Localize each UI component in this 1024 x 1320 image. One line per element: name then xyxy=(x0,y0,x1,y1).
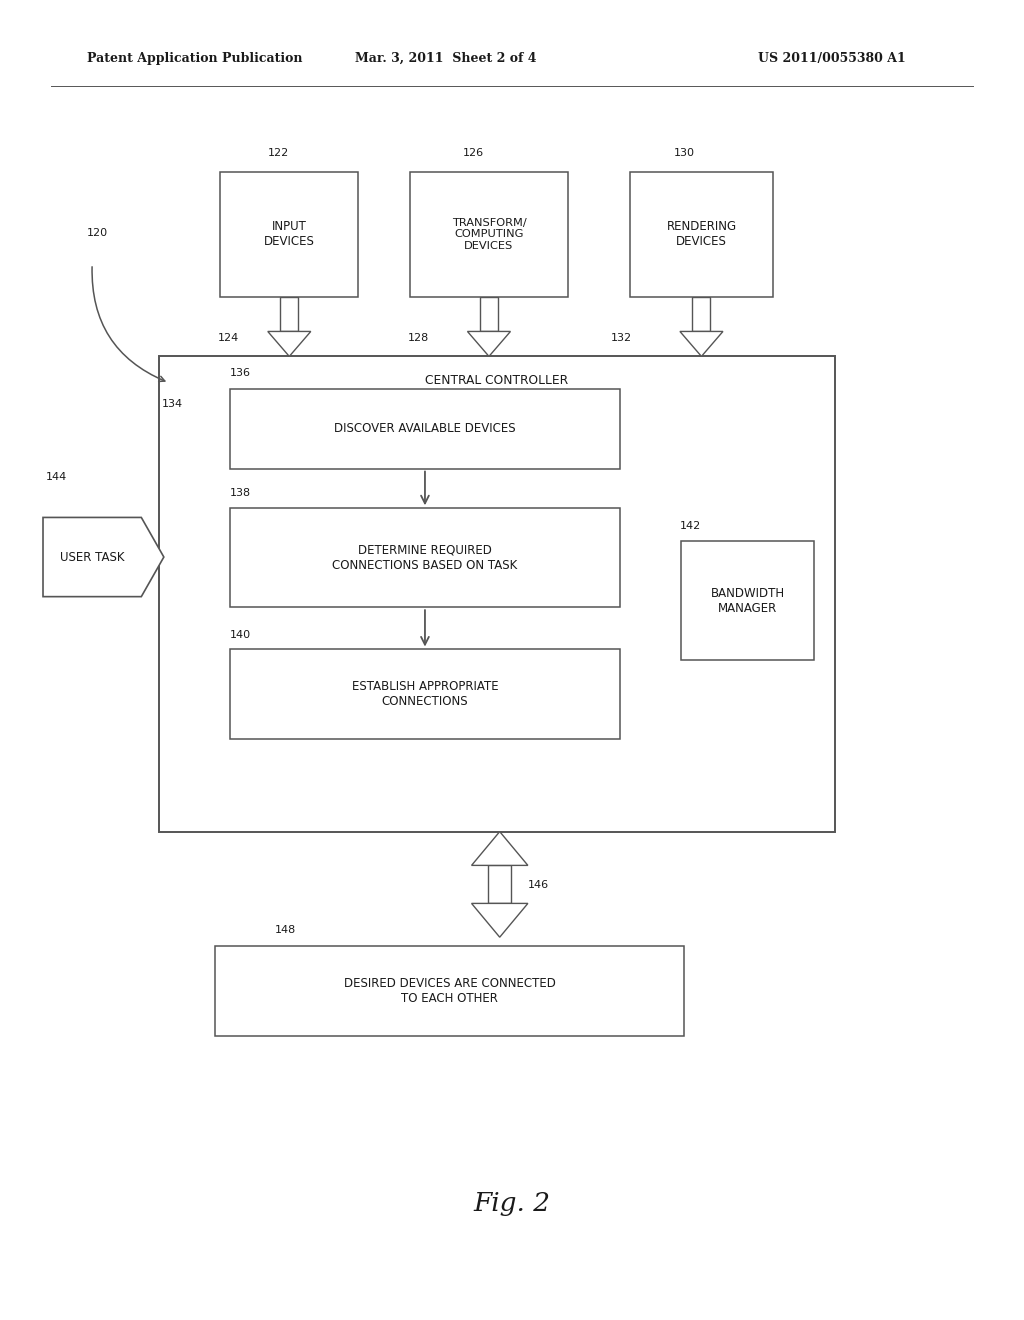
Polygon shape xyxy=(471,832,528,866)
Polygon shape xyxy=(471,903,528,937)
FancyBboxPatch shape xyxy=(410,172,568,297)
Polygon shape xyxy=(680,331,723,356)
Text: 144: 144 xyxy=(46,471,68,482)
Text: 142: 142 xyxy=(680,520,701,531)
FancyBboxPatch shape xyxy=(692,297,711,331)
Text: 138: 138 xyxy=(229,487,251,498)
Text: 128: 128 xyxy=(408,333,429,343)
Text: 126: 126 xyxy=(463,148,483,158)
FancyBboxPatch shape xyxy=(488,866,511,903)
Text: 134: 134 xyxy=(162,399,183,409)
Text: INPUT
DEVICES: INPUT DEVICES xyxy=(264,220,314,248)
Text: 122: 122 xyxy=(268,148,289,158)
FancyBboxPatch shape xyxy=(281,297,298,331)
Text: 132: 132 xyxy=(611,333,633,343)
FancyBboxPatch shape xyxy=(215,946,684,1036)
FancyBboxPatch shape xyxy=(230,649,620,739)
Text: 140: 140 xyxy=(229,630,251,640)
FancyBboxPatch shape xyxy=(159,356,835,832)
FancyBboxPatch shape xyxy=(220,172,358,297)
Text: US 2011/0055380 A1: US 2011/0055380 A1 xyxy=(759,51,906,65)
FancyBboxPatch shape xyxy=(681,541,814,660)
Text: DESIRED DEVICES ARE CONNECTED
TO EACH OTHER: DESIRED DEVICES ARE CONNECTED TO EACH OT… xyxy=(344,977,555,1006)
Text: Patent Application Publication: Patent Application Publication xyxy=(87,51,302,65)
Polygon shape xyxy=(267,331,311,356)
Text: Mar. 3, 2011  Sheet 2 of 4: Mar. 3, 2011 Sheet 2 of 4 xyxy=(354,51,537,65)
Polygon shape xyxy=(467,331,511,356)
Text: RENDERING
DEVICES: RENDERING DEVICES xyxy=(667,220,736,248)
FancyBboxPatch shape xyxy=(480,297,498,331)
Text: BANDWIDTH
MANAGER: BANDWIDTH MANAGER xyxy=(711,586,784,615)
Text: 120: 120 xyxy=(87,227,109,238)
Text: TRANSFORM/
COMPUTING
DEVICES: TRANSFORM/ COMPUTING DEVICES xyxy=(452,218,526,251)
Text: DETERMINE REQUIRED
CONNECTIONS BASED ON TASK: DETERMINE REQUIRED CONNECTIONS BASED ON … xyxy=(333,544,517,572)
Text: Fig. 2: Fig. 2 xyxy=(473,1192,551,1216)
Text: 130: 130 xyxy=(674,148,694,158)
Text: USER TASK: USER TASK xyxy=(60,550,124,564)
Text: 148: 148 xyxy=(274,924,296,935)
Text: ESTABLISH APPROPRIATE
CONNECTIONS: ESTABLISH APPROPRIATE CONNECTIONS xyxy=(351,680,499,709)
Polygon shape xyxy=(43,517,164,597)
Text: 136: 136 xyxy=(229,367,251,378)
Text: CENTRAL CONTROLLER: CENTRAL CONTROLLER xyxy=(425,374,568,387)
Text: 124: 124 xyxy=(218,333,240,343)
Text: DISCOVER AVAILABLE DEVICES: DISCOVER AVAILABLE DEVICES xyxy=(334,422,516,436)
FancyBboxPatch shape xyxy=(630,172,773,297)
FancyBboxPatch shape xyxy=(230,389,620,469)
FancyBboxPatch shape xyxy=(230,508,620,607)
Text: 146: 146 xyxy=(527,879,549,890)
